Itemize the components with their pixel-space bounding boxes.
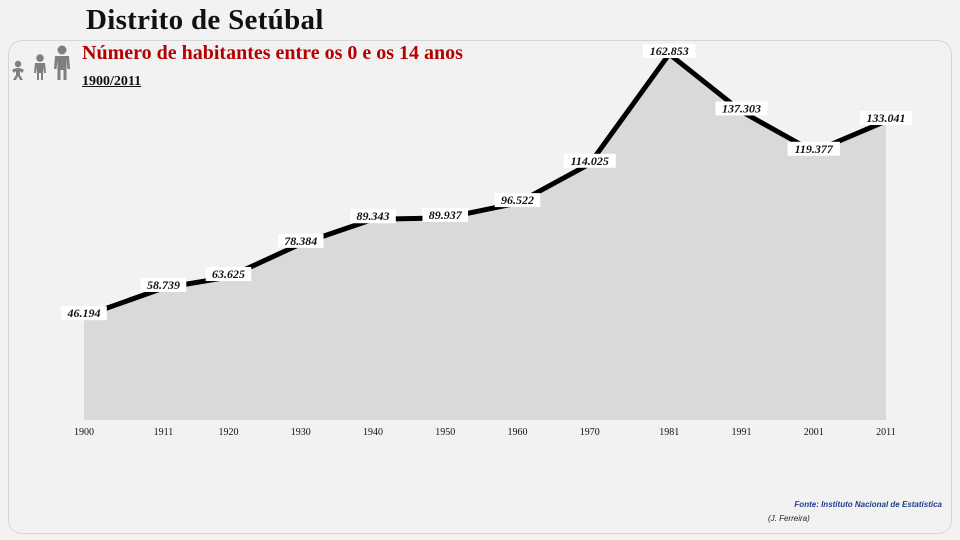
people-family-icon xyxy=(12,45,70,80)
data-label: 114.025 xyxy=(571,154,609,168)
chart-title: Número de habitantes entre os 0 e os 14 … xyxy=(82,42,463,64)
data-label: 46.194 xyxy=(67,306,101,320)
x-tick-label: 1970 xyxy=(580,427,600,438)
data-label-box xyxy=(787,141,840,156)
author-note: (J. Ferreira) xyxy=(768,514,810,523)
x-tick-label: 1950 xyxy=(435,427,455,438)
x-tick-label: 1991 xyxy=(731,427,751,438)
data-label-box xyxy=(494,193,541,208)
data-label: 78.384 xyxy=(284,234,317,248)
x-tick-label: 1900 xyxy=(74,427,94,438)
data-label-box xyxy=(277,233,324,248)
data-label: 119.377 xyxy=(795,142,834,156)
data-label: 162.853 xyxy=(650,44,689,58)
area-fill xyxy=(84,54,886,421)
data-label: 137.303 xyxy=(722,101,761,115)
data-label: 89.343 xyxy=(357,209,390,223)
data-label-box xyxy=(643,44,696,59)
data-label: 133.041 xyxy=(867,111,906,125)
data-label-box xyxy=(140,278,187,293)
data-label: 89.937 xyxy=(429,208,463,222)
x-tick-label: 1940 xyxy=(363,427,383,438)
x-tick-label: 1911 xyxy=(154,427,174,438)
data-label: 63.625 xyxy=(212,267,245,281)
data-label-box xyxy=(715,101,768,116)
x-tick-label: 1930 xyxy=(291,427,311,438)
district-title: Distrito de Setúbal xyxy=(86,4,330,37)
data-label: 96.522 xyxy=(501,193,534,207)
x-tick-label: 1960 xyxy=(508,427,528,438)
x-tick-label: 2001 xyxy=(804,427,824,438)
period-subtitle: 1900/2011 xyxy=(82,74,142,89)
x-tick-label: 1981 xyxy=(659,427,679,438)
x-tick-label: 2011 xyxy=(876,427,896,438)
source-note: Fonte: Instituto Nacional de Estatística xyxy=(794,500,942,509)
data-label-box xyxy=(350,209,396,224)
data-label: 58.739 xyxy=(147,278,180,292)
x-tick-label: 1920 xyxy=(219,427,239,438)
data-label-box xyxy=(205,267,252,282)
data-label-box xyxy=(422,207,469,222)
data-label-box xyxy=(859,111,913,126)
data-label-box xyxy=(61,306,107,321)
data-label-box xyxy=(563,153,616,168)
